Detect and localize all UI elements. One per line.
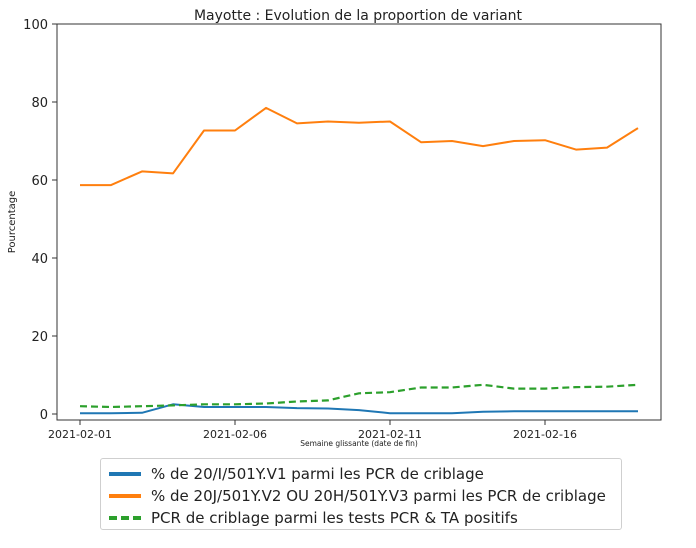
y-axis-label: Pourcentage [7,191,18,254]
series-line-1 [80,106,639,187]
legend-item-v1: % de 20/I/501Y.V1 parmi les PCR de cribl… [109,463,484,485]
x-axis-label: Semaine glissante (date de fin) [300,439,418,448]
legend-label-v2-v3: % de 20J/501Y.V2 OU 20H/501Y.V3 parmi le… [151,487,606,505]
x-axis-ticks: 2021-02-01 2021-02-06 2021-02-11 2021-02-16 [48,420,577,441]
x-tick-label: 2021-02-16 [513,428,577,441]
legend-label-v1: % de 20/I/501Y.V1 parmi les PCR de cribl… [151,465,484,483]
y-tick-label: 80 [31,96,48,111]
chart-title: Mayotte : Evolution de la proportion de … [194,8,523,24]
legend-swatch-v2-v3 [109,494,141,498]
series-line-2 [79,383,639,409]
plot-frame [56,23,662,421]
x-tick-label: 2021-02-01 [48,428,112,441]
chart-legend: % de 20/I/501Y.V1 parmi les PCR de cribl… [100,458,622,530]
y-tick-label: 40 [31,252,48,267]
legend-swatch-v1 [109,472,141,476]
y-tick-label: 20 [31,330,48,345]
legend-item-v2-v3: % de 20J/501Y.V2 OU 20H/501Y.V3 parmi le… [109,485,606,507]
legend-swatch-criblage [109,516,141,520]
x-tick-label: 2021-02-11 [358,428,422,441]
legend-item-criblage: PCR de criblage parmi les tests PCR & TA… [109,507,518,529]
y-tick-label: 100 [23,18,48,33]
series-layer [79,106,639,415]
y-tick-label: 60 [31,174,48,189]
y-axis-ticks: 0 20 40 60 80 100 [23,18,57,423]
x-tick-label: 2021-02-06 [203,428,267,441]
legend-label-criblage: PCR de criblage parmi les tests PCR & TA… [151,509,518,527]
y-tick-label: 0 [40,408,48,423]
